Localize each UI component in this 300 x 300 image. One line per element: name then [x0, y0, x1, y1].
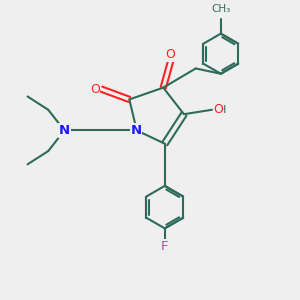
Text: N: N: [130, 124, 142, 137]
Text: CH₃: CH₃: [211, 4, 230, 14]
Text: O: O: [213, 103, 223, 116]
Text: N: N: [59, 124, 70, 137]
Text: H: H: [218, 105, 226, 115]
Text: O: O: [166, 48, 176, 61]
Text: F: F: [161, 240, 169, 253]
Text: O: O: [90, 82, 100, 96]
